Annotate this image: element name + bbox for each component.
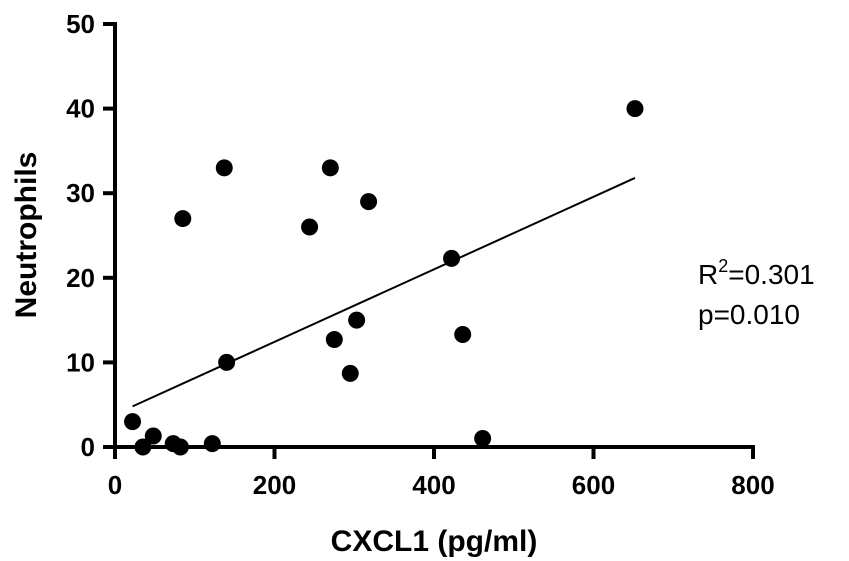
data-point [218, 353, 236, 371]
trendline-group [132, 177, 636, 408]
y-tick-label: 30 [66, 178, 95, 208]
data-point [144, 427, 162, 445]
data-point [301, 218, 319, 236]
r-exponent: 2 [718, 256, 728, 276]
data-point [360, 193, 378, 211]
y-tick-label: 0 [81, 432, 95, 462]
y-tick-label: 50 [66, 9, 95, 39]
x-tick-label: 600 [572, 470, 615, 500]
y-axis-title: Neutrophils [10, 152, 43, 319]
data-point [341, 364, 359, 382]
data-point [474, 430, 492, 448]
p-value-label: p=0.010 [698, 299, 800, 330]
x-ticks: 0 200 400 600 800 [108, 447, 775, 500]
y-tick-label: 10 [66, 347, 95, 377]
data-point [443, 249, 461, 267]
data-point [215, 159, 233, 177]
r-value: =0.301 [728, 259, 814, 290]
x-tick-label: 400 [412, 470, 455, 500]
data-point [203, 435, 221, 453]
data-point [124, 413, 142, 431]
axes [113, 22, 755, 449]
stats-annotation: R2=0.301 p=0.010 [698, 256, 815, 330]
data-point [174, 210, 192, 228]
x-tick-label: 800 [731, 470, 774, 500]
data-points [124, 100, 644, 456]
x-tick-label: 200 [253, 470, 296, 500]
data-point [626, 100, 644, 118]
data-point [454, 325, 472, 343]
x-axis-title: CXCL1 (pg/ml) [331, 525, 538, 558]
data-point [348, 311, 366, 329]
y-tick-label: 20 [66, 263, 95, 293]
x-tick-label: 0 [108, 470, 122, 500]
r-label: R [698, 259, 718, 290]
data-point [134, 438, 152, 456]
y-ticks: 0 10 20 30 40 50 [66, 9, 115, 462]
r-squared-label: R2=0.301 [698, 256, 815, 290]
data-point [321, 159, 339, 177]
data-point [325, 331, 343, 349]
trendline [132, 177, 636, 408]
data-point [171, 438, 189, 456]
y-tick-label: 40 [66, 94, 95, 124]
